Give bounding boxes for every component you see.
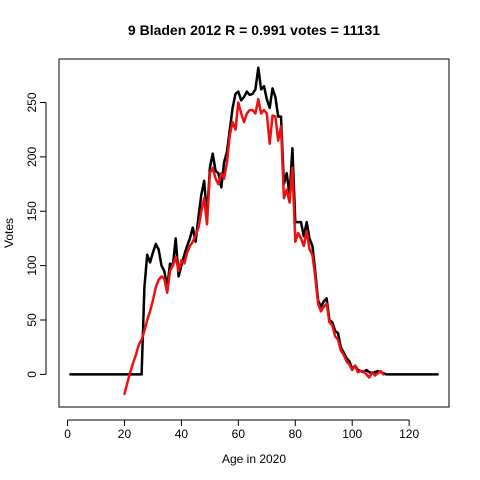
x-tick-label: 0 [64,427,71,441]
y-axis-label: Votes [2,218,16,248]
x-axis: 0 20 40 60 80 100 120 [64,419,419,441]
x-tick-label: 120 [399,427,419,441]
series-line-2 [123,97,385,396]
x-tick-label: 20 [118,427,132,441]
plot-frame [58,58,450,408]
x-tick-label: 100 [342,427,362,441]
y-tick-label: 50 [25,313,39,327]
y-tick-label: 100 [25,255,39,275]
y-tick-label: 0 [25,371,39,378]
x-axis-label: Age in 2020 [222,452,286,466]
x-tick-label: 40 [175,427,189,441]
x-tick-label: 80 [289,427,303,441]
y-tick-label: 200 [25,147,39,167]
y-axis: 0 50 100 150 200 250 [25,92,47,378]
y-tick-label: 150 [25,201,39,221]
series-layer [69,66,439,396]
series-line-1 [69,66,439,376]
x-tick-label: 60 [232,427,246,441]
chart-title: 9 Bladen 2012 R = 0.991 votes = 11131 [128,22,380,38]
y-tick-label: 250 [25,92,39,112]
